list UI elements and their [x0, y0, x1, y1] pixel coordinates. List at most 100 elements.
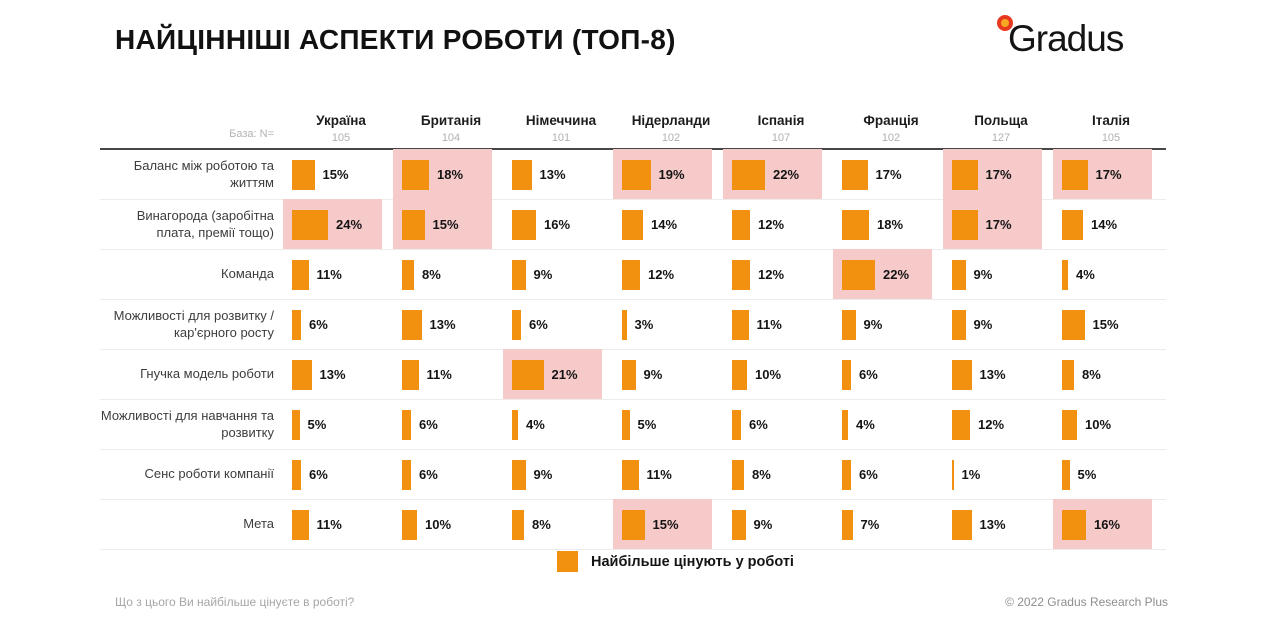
- value-label: 19%: [658, 167, 685, 182]
- bar-group: 6%: [836, 359, 878, 390]
- bar-group: 17%: [836, 159, 902, 190]
- matrix-header-row: База: N= Україна 105 Британія 104 Німеччина 10…: [100, 104, 1166, 150]
- matrix-cell: 17%: [1053, 149, 1166, 199]
- aspect-row-label: Сенс роботи компанії: [144, 466, 274, 482]
- column-header-n: 105: [331, 132, 351, 144]
- column-header-1: Україна 105: [286, 104, 396, 148]
- value-bar: [402, 209, 425, 240]
- value-bar: [292, 209, 328, 240]
- bar-group: 9%: [946, 259, 993, 290]
- page-title: НАЙЦІННІШІ АСПЕКТИ РОБОТИ (ТОП-8): [115, 24, 676, 55]
- value-bar: [622, 209, 643, 240]
- value-label: 6%: [309, 317, 328, 332]
- matrix-cell: 10%: [726, 350, 836, 399]
- value-label: 6%: [419, 417, 438, 432]
- matrix-cell: 11%: [286, 500, 396, 549]
- bar-group: 12%: [726, 259, 784, 290]
- bar-group: 9%: [506, 259, 552, 290]
- value-bar: [952, 359, 972, 390]
- matrix-cell: 12%: [946, 400, 1056, 449]
- bar-group: 9%: [946, 309, 992, 340]
- value-bar: [402, 459, 411, 490]
- value-label: 6%: [859, 367, 878, 382]
- value-label: 21%: [551, 367, 578, 382]
- aspects-matrix: База: N= Україна 105 Британія 104 Німеччина 10…: [100, 104, 1166, 550]
- column-header-country: Італія: [1091, 113, 1131, 128]
- bar-group: 11%: [616, 459, 672, 490]
- value-bar: [622, 159, 651, 190]
- value-label: 13%: [429, 317, 456, 332]
- gradus-logo-text: Gradus: [1008, 18, 1124, 59]
- bar-group: 4%: [1056, 259, 1095, 290]
- bar-group: 24%: [286, 209, 362, 240]
- value-label: 9%: [863, 317, 883, 332]
- bar-group: 13%: [286, 359, 346, 390]
- bar-group: 6%: [506, 309, 548, 340]
- value-bar: [732, 309, 749, 340]
- bar-group: 6%: [286, 309, 328, 340]
- base-n-label: База: N=: [229, 128, 274, 141]
- value-label: 11%: [316, 517, 342, 532]
- value-bar: [512, 159, 532, 190]
- bar-group: 8%: [396, 259, 441, 290]
- value-label: 15%: [322, 167, 349, 182]
- bar-group: 7%: [836, 509, 879, 540]
- copyright: © 2022 Gradus Research Plus: [1005, 595, 1168, 609]
- value-label: 15%: [432, 217, 459, 232]
- matrix-cell: 16%: [506, 200, 616, 249]
- value-label: 13%: [319, 367, 346, 382]
- value-label: 9%: [533, 467, 553, 482]
- gradus-logo: Gradus: [995, 12, 1165, 66]
- column-header-n: 105: [1101, 132, 1121, 144]
- bar-group: 11%: [286, 259, 342, 290]
- column-header-n: 127: [991, 132, 1011, 144]
- matrix-cell: 4%: [1056, 250, 1166, 299]
- value-bar: [292, 259, 309, 290]
- matrix-cell: 15%: [393, 199, 506, 249]
- column-header-n: 101: [551, 132, 571, 144]
- value-bar: [512, 259, 526, 290]
- matrix-cell: 15%: [1056, 300, 1166, 349]
- value-label: 11%: [756, 317, 782, 332]
- value-bar: [512, 509, 524, 540]
- matrix-row-7: Сенс роботи компанії 6% 6% 9% 11% 8% 6% 1% 5%: [100, 449, 1166, 499]
- bar-group: 11%: [726, 309, 782, 340]
- bar-group: 15%: [286, 159, 349, 190]
- column-header-country: Польща: [974, 113, 1028, 128]
- value-label: 8%: [532, 517, 551, 532]
- value-bar: [732, 509, 746, 540]
- matrix-cell: 6%: [506, 300, 616, 349]
- value-label: 14%: [1091, 217, 1118, 232]
- value-label: 1%: [961, 467, 981, 482]
- value-bar: [1062, 509, 1086, 540]
- value-label: 9%: [973, 267, 993, 282]
- value-label: 6%: [419, 467, 438, 482]
- value-label: 8%: [1082, 367, 1101, 382]
- bar-group: 6%: [286, 459, 328, 490]
- gradus-logo-dot-icon: [997, 15, 1013, 31]
- column-header-country: Україна: [316, 113, 366, 128]
- matrix-cell: 13%: [946, 500, 1056, 549]
- legend: Найбільше цінують у роботі: [557, 551, 794, 572]
- bar-group: 17%: [1056, 159, 1122, 190]
- value-label: 5%: [307, 417, 327, 432]
- matrix-cell: 9%: [946, 300, 1056, 349]
- column-header-8: Італія 105: [1056, 104, 1166, 148]
- bar-group: 6%: [836, 459, 878, 490]
- value-bar: [622, 459, 639, 490]
- bar-group: 10%: [726, 359, 781, 390]
- matrix-cell: 9%: [946, 250, 1056, 299]
- matrix-cell: 13%: [286, 350, 396, 399]
- value-label: 15%: [652, 517, 679, 532]
- bar-group: 5%: [616, 409, 656, 440]
- matrix-cell: 14%: [616, 200, 726, 249]
- value-label: 4%: [526, 417, 545, 432]
- value-bar: [622, 359, 636, 390]
- matrix-cell: 19%: [613, 149, 726, 199]
- column-header-country: Нідерланди: [631, 113, 711, 128]
- matrix-cell: 7%: [836, 500, 946, 549]
- value-bar: [732, 459, 744, 490]
- value-bar: [402, 309, 422, 340]
- matrix-cell: 12%: [616, 250, 726, 299]
- aspect-row-label: Можливості для розвитку / кар'єрного рос…: [113, 308, 274, 340]
